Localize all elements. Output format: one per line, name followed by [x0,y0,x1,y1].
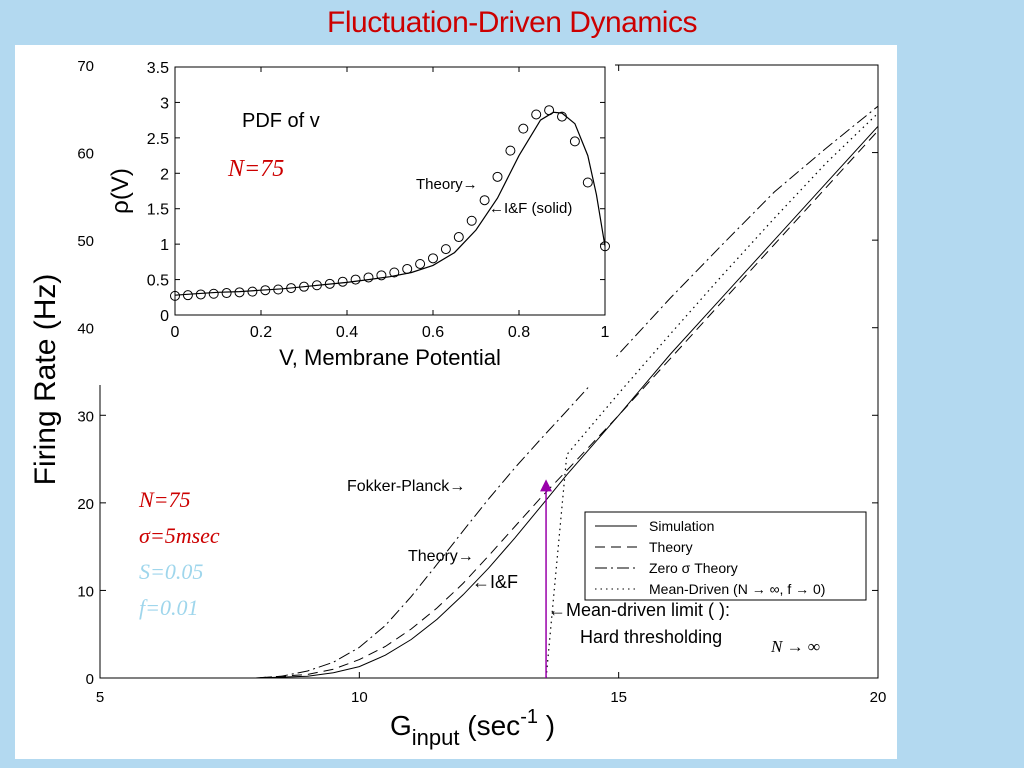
inset-y-tick-label: 0.5 [147,273,169,290]
n-limit-label: N → ∞ [770,637,820,656]
mean-driven-limit-label: ←Mean-driven limit ( ): [548,600,730,620]
inset-theory-point [518,123,529,134]
inset-theory-point [466,215,477,226]
inset-theory-point [337,276,348,287]
param-label: σ=5msec [139,523,220,548]
inset-theory-point [428,253,438,264]
legend-entry: Simulation [649,518,714,534]
inset-theory-point [531,109,542,120]
inset-y-tick-label: 2.5 [147,131,169,148]
inset-y-tick-label: 3 [160,95,169,112]
inset-x-axis-label: V, Membrane Potential [279,345,501,370]
inset-theory-point [208,288,219,299]
legend-entry: Mean-Driven (N → ∞, f → 0) [649,581,825,597]
inset-y-axis-label: ρ(V) [107,168,134,214]
y-tick-label: 10 [77,583,94,600]
inset-x-tick-label: 0 [171,324,180,341]
param-label: N=75 [138,487,191,512]
inset-y-tick-label: 0 [160,308,169,325]
inset-theory-point [492,171,503,182]
inset-x-tick-label: 1 [601,324,610,341]
y-tick-label: 40 [77,321,94,338]
x-tick-label: 5 [96,689,104,706]
inset-if-curve [174,111,606,296]
inset-theory-point [569,136,580,147]
y-tick-label: 60 [77,146,94,163]
inset-theory-point [363,272,374,283]
inset-theory-point [170,290,180,301]
legend-entry: Theory [649,539,693,555]
inset-chart: 0 0.2 0.4 0.6 0.8 1 0 0.5 1 1.5 2 2.5 3 3.5 ρ(V) V, Mem… [95,55,615,385]
inset-y-tick-label: 2 [160,166,169,183]
inset-theory-point [221,288,232,299]
inset-y-tick-label: 3.5 [147,60,169,77]
inset-title: PDF of v [242,110,320,132]
if-label: ←I&F [472,572,518,592]
y-tick-label: 0 [86,671,94,688]
legend-box [584,511,867,601]
theory-label: Theory→ [408,548,474,565]
fokker-planck-label: Fokker-Planck→ [347,478,465,495]
inset-if-label: ←I&F (solid) [489,200,572,217]
series-line-solid [100,125,879,679]
inset-theory-point [415,258,426,269]
inset-theory-point [600,241,610,252]
inset-theory-label: Theory→ [416,176,478,193]
y-tick-label: 20 [77,496,94,513]
y-tick-label: 50 [77,233,94,250]
series-line-dotted [545,112,879,679]
inset-x-tick-label: 0.8 [508,324,530,341]
hard-thresholding-label: Hard thresholding [580,627,722,647]
figure-panel: 5 10 15 20 0 10 20 30 40 50 60 70 Firing Rate (Hz) Gi… [15,45,897,759]
inset-theory-point [505,145,516,156]
inset-plot-frame [174,66,606,316]
param-label: f=0.01 [139,595,198,620]
inset-theory-point [195,289,206,300]
param-label: S=0.05 [139,559,203,584]
series-line-dashed [100,130,879,679]
inset-y-tick-label: 1 [160,237,169,254]
series-line-dashdot [100,105,879,679]
x-tick-label: 15 [610,689,627,706]
inset-theory-point [350,274,361,285]
inset-theory-point [376,270,387,281]
y-axis-label: Firing Rate (Hz) [29,274,62,486]
inset-theory-point [582,177,593,188]
inset-y-tick-label: 1.5 [147,202,169,219]
inset-theory-point [440,244,451,255]
inset-x-tick-label: 0.2 [250,324,272,341]
inset-background [95,55,615,385]
inset-theory-point [479,195,490,206]
x-tick-label: 20 [870,689,887,706]
x-axis-label: Ginput (sec-1 ) [390,706,555,750]
x-tick-label: 10 [351,689,368,706]
y-tick-label: 70 [77,58,94,75]
inset-x-tick-label: 0.4 [336,324,358,341]
inset-theory-point [453,232,464,243]
inset-theory-point [389,267,400,278]
inset-n-label: N=75 [227,156,284,182]
page-title: Fluctuation-Driven Dynamics [327,6,697,39]
inset-x-tick-label: 0.6 [422,324,444,341]
y-tick-label: 30 [77,408,94,425]
legend-entry: Zero σ Theory [649,560,738,576]
